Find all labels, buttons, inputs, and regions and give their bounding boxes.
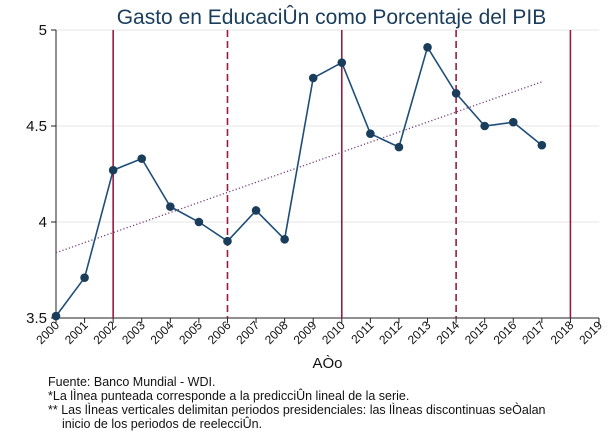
x-tick-label: 2015 <box>462 318 491 347</box>
data-point <box>51 311 61 321</box>
data-point <box>451 89 461 98</box>
data-point <box>508 117 518 127</box>
data-point <box>194 217 204 227</box>
plot-area <box>56 30 599 318</box>
vertical-lines-note-continued: inicio de los periodos de reelecciÛn. <box>62 417 263 431</box>
data-point <box>251 206 261 215</box>
x-tick-label: 2006 <box>205 318 234 347</box>
x-tick-label: 2016 <box>491 318 520 347</box>
x-tick-label: 2017 <box>519 318 548 347</box>
data-point <box>108 165 118 175</box>
x-tick-label: 2005 <box>176 318 205 347</box>
y-tick-label: 4.5 <box>26 118 47 135</box>
y-tick-label: 4 <box>39 214 47 231</box>
vertical-lines-note: ** Las lÌneas verticales delimitan perio… <box>48 403 546 417</box>
data-point <box>366 129 375 138</box>
footnotes: Fuente: Banco Mundial - WDI. *La lÌnea p… <box>48 375 608 431</box>
x-tick-label: 2011 <box>348 318 376 346</box>
trend-note: *La lÌnea punteada corresponde a la pred… <box>48 389 410 403</box>
x-tick-label: 2001 <box>62 318 91 347</box>
x-tick-label: 2014 <box>433 318 462 347</box>
x-tick-label: 2007 <box>233 318 262 347</box>
data-point <box>537 140 547 150</box>
x-tick-label: 2003 <box>119 318 148 347</box>
data-point <box>137 154 147 163</box>
data-point <box>280 234 289 244</box>
data-point <box>80 273 89 282</box>
y-tick-label: 3.5 <box>26 310 47 327</box>
x-tick-label: 2009 <box>291 318 320 347</box>
source-note: Fuente: Banco Mundial - WDI. <box>48 375 216 389</box>
data-point <box>480 121 489 131</box>
x-tick-label: 2013 <box>405 318 434 347</box>
data-point <box>223 236 232 246</box>
data-point <box>337 58 347 67</box>
trend-line <box>55 81 543 254</box>
x-tick-label: 2008 <box>262 318 291 347</box>
x-tick-label: 2010 <box>319 318 348 347</box>
data-point <box>166 202 175 211</box>
x-tick-label: 2004 <box>148 318 177 347</box>
series-line <box>55 45 543 317</box>
x-axis-label: AÒo <box>312 355 342 372</box>
x-tick-label: 2002 <box>90 318 119 347</box>
data-point <box>423 42 432 52</box>
x-tick-label: 2018 <box>548 318 577 347</box>
x-tick-label: 2019 <box>576 318 605 347</box>
data-point <box>308 73 318 83</box>
data-point <box>394 142 404 152</box>
chart-title: Gasto en EducaciÛn como Porcentaje del P… <box>117 6 547 29</box>
y-tick-label: 5 <box>39 22 47 39</box>
x-tick-label: 2012 <box>376 318 405 347</box>
